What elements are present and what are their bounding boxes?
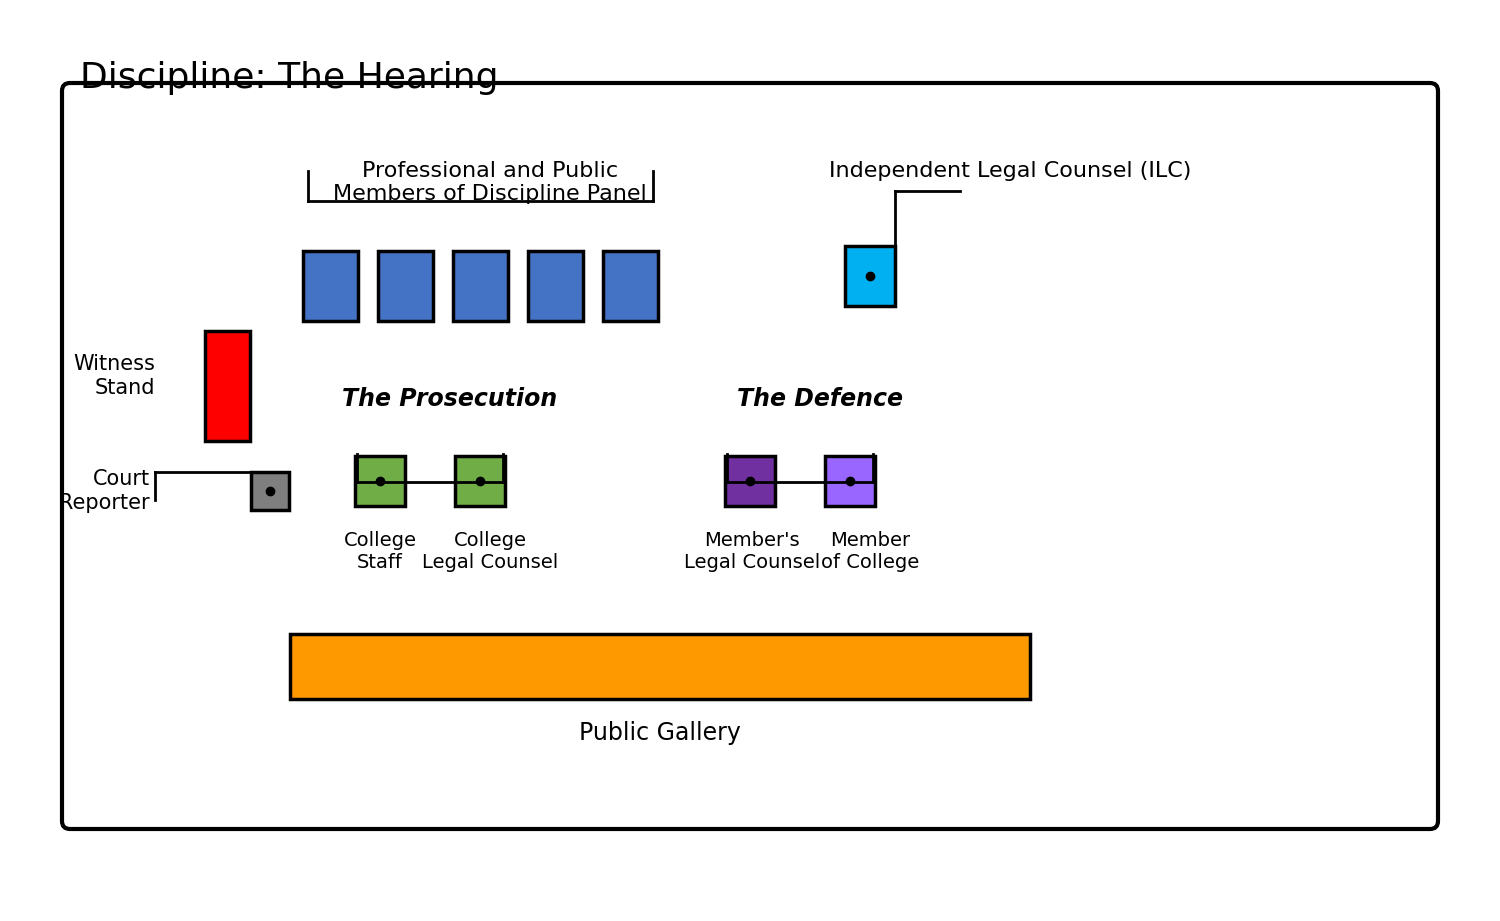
Bar [844,246,895,306]
Text: Court
Reporter: Court Reporter [60,470,150,513]
Bar [724,456,776,506]
Text: College
Legal Counsel: College Legal Counsel [422,531,558,572]
Bar [603,251,657,321]
Text: College
Staff: College Staff [344,531,417,572]
Bar [528,251,582,321]
Text: The Prosecution: The Prosecution [342,387,558,411]
Bar [453,251,507,321]
FancyBboxPatch shape [62,83,1438,829]
Text: Independent Legal Counsel (ILC): Independent Legal Counsel (ILC) [830,161,1191,181]
Text: Discipline: The Hearing: Discipline: The Hearing [80,61,498,95]
Text: Member
of College: Member of College [821,531,920,572]
Text: Witness
Stand: Witness Stand [74,355,154,398]
Bar [251,472,290,510]
Bar [356,456,405,506]
Bar [378,251,432,321]
Bar [206,331,251,441]
Bar [303,251,357,321]
Bar [454,456,506,506]
Text: Professional and Public
Members of Discipline Panel: Professional and Public Members of Disci… [333,161,646,204]
Bar [825,456,874,506]
Text: Member's
Legal Counsel: Member's Legal Counsel [684,531,820,572]
Bar [290,634,1030,699]
Text: The Defence: The Defence [736,387,903,411]
Text: Public Gallery: Public Gallery [579,721,741,745]
